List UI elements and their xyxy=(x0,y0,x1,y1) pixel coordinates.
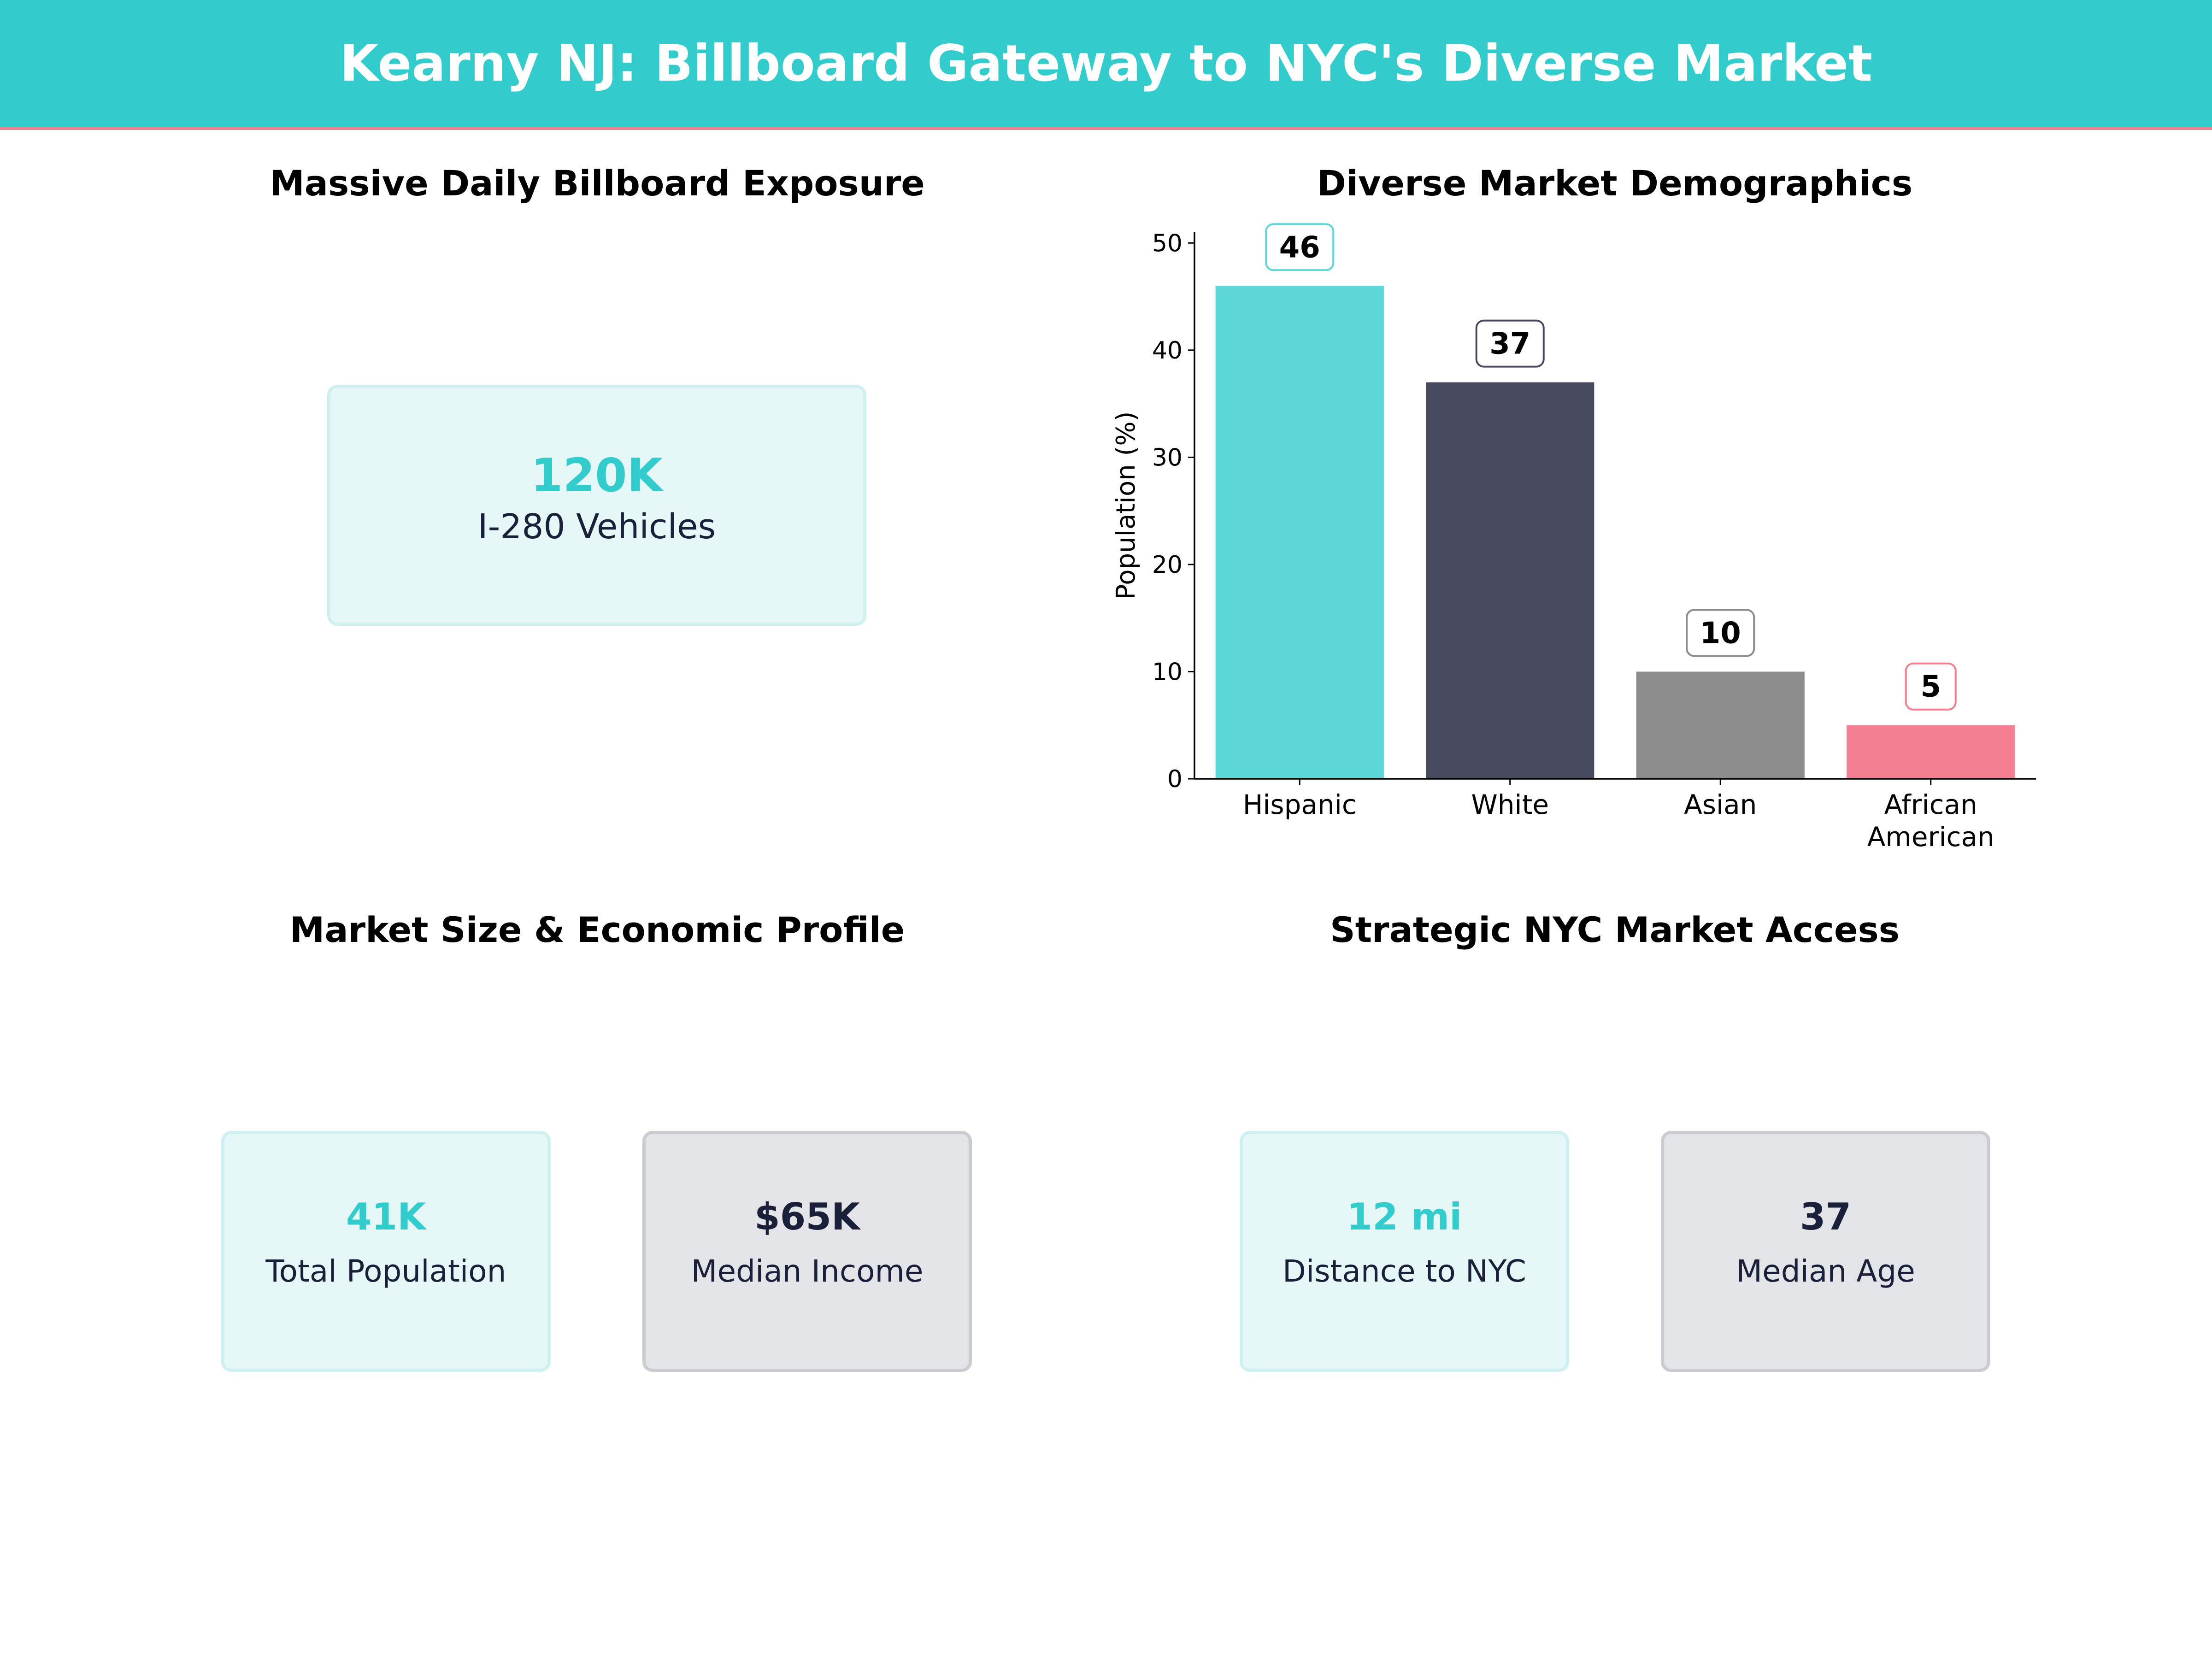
bar xyxy=(1426,382,1594,779)
vehicles-label: I-280 Vehicles xyxy=(477,507,716,547)
header-banner: Kearny NJ: Billboard Gateway to NYC's Di… xyxy=(0,0,2212,130)
demographics-panel-title: Diverse Market Demographics xyxy=(1317,163,1913,204)
population-card: 41K Total Population xyxy=(221,1131,551,1372)
median-age-value: 37 xyxy=(1800,1195,1852,1238)
y-tick-label: 30 xyxy=(1152,444,1182,471)
bar-value-label-box xyxy=(1265,223,1335,271)
x-tick-label: American xyxy=(1867,821,1994,853)
income-value: $65K xyxy=(754,1195,860,1238)
distance-label: Distance to NYC xyxy=(1282,1253,1526,1289)
bar-value-label: 37 xyxy=(1489,327,1530,361)
bar-value-label-box xyxy=(1475,319,1545,368)
income-card: $65K Median Income xyxy=(642,1131,972,1372)
x-tick-label: Asian xyxy=(1684,789,1757,820)
income-label: Median Income xyxy=(691,1253,924,1289)
x-tick-label: White xyxy=(1471,789,1549,820)
market-panel-title: Market Size & Economic Profile xyxy=(289,909,905,950)
y-tick-label: 50 xyxy=(1152,229,1182,257)
y-axis-label: Population (%) xyxy=(1111,412,1141,600)
bar-value-label-box xyxy=(1686,609,1755,657)
bar-value-label: 5 xyxy=(1920,670,1941,704)
vehicles-card: 120K I-280 Vehicles xyxy=(327,385,866,626)
median-age-label: Median Age xyxy=(1736,1253,1915,1289)
vehicles-value: 120K xyxy=(530,448,663,502)
bar xyxy=(1215,286,1384,779)
exposure-panel-title: Massive Daily Billboard Exposure xyxy=(270,163,925,204)
access-panel-title: Strategic NYC Market Access xyxy=(1330,909,1900,950)
population-value: 41K xyxy=(346,1195,426,1238)
x-tick-label: Hispanic xyxy=(1243,789,1357,820)
demographics-bar-chart: 46 Hispanic 37 White 10 Asian 5 AfricanAmerican… xyxy=(1111,223,2036,853)
bar xyxy=(1847,725,2015,779)
x-tick-label: African xyxy=(1884,789,1977,820)
distance-card: 12 mi Distance to NYC xyxy=(1240,1131,1569,1372)
y-tick-label: 40 xyxy=(1152,337,1182,365)
distance-value: 12 mi xyxy=(1347,1195,1462,1238)
page-title: Kearny NJ: Billboard Gateway to NYC's Di… xyxy=(339,34,1873,93)
bar-value-label-box xyxy=(1905,662,1957,711)
y-tick-label: 0 xyxy=(1167,765,1182,793)
bar-value-label: 46 xyxy=(1279,230,1320,265)
population-label: Total Population xyxy=(265,1253,506,1289)
bar xyxy=(1636,671,1805,779)
y-tick-label: 10 xyxy=(1152,658,1182,686)
median-age-card: 37 Median Age xyxy=(1661,1131,1990,1372)
y-tick-label: 20 xyxy=(1152,551,1182,579)
bar-value-label: 10 xyxy=(1700,616,1741,650)
